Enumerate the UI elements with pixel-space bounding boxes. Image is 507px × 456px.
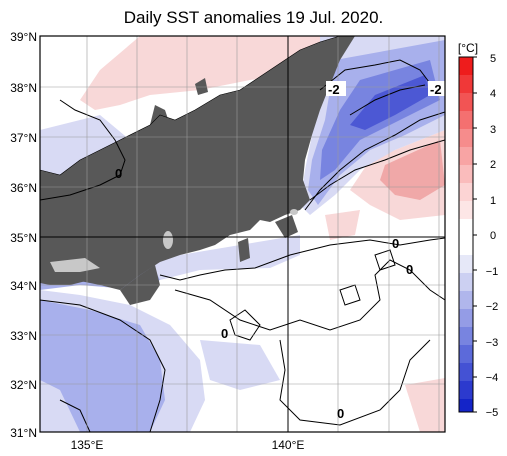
colorbar-tick-minus4: −4	[486, 372, 499, 384]
colorbar-tick-4: 4	[490, 88, 496, 100]
lat-label-35: 35°N	[10, 231, 37, 245]
lat-label-32: 32°N	[10, 378, 37, 392]
contour-label-zero-b: 0	[392, 236, 399, 251]
contour-label-zero-c: 0	[406, 262, 413, 277]
graticule	[40, 36, 445, 432]
colorbar: [°C]	[458, 41, 498, 419]
contour-label-minus2-a: -2	[328, 82, 340, 97]
lake-biwa	[163, 231, 173, 249]
noto-peninsula-land	[150, 105, 170, 130]
contour-value-labels: -2 -2 0 0 0 0 0	[115, 81, 445, 421]
lake-kasumigaura	[290, 209, 298, 215]
colorbar-tick-0: 0	[490, 230, 496, 242]
longitude-labels: 135°E 140°E	[71, 438, 305, 452]
warm-patch-north	[80, 36, 330, 110]
lat-label-34: 34°N	[10, 279, 37, 293]
contour-lines	[40, 59, 445, 432]
contour-label-zero-e: 0	[337, 406, 344, 421]
seto-inland-sea	[50, 258, 100, 272]
colorbar-tick-labels: 5 4 3 2 1 0 −1 −2 −3 −4 −5	[486, 53, 499, 419]
lat-label-33: 33°N	[10, 329, 37, 343]
cool-patch-tohoku-deep	[350, 75, 430, 130]
lat-label-36: 36°N	[10, 181, 37, 195]
cool-patch-southwest	[40, 300, 165, 432]
lat-label-38: 38°N	[10, 81, 37, 95]
colorbar-tick-2: 2	[490, 159, 496, 171]
cool-patch-offshore	[200, 340, 280, 390]
map-frame	[39, 35, 446, 433]
lon-label-135: 135°E	[71, 438, 104, 452]
colorbar-tick-1: 1	[490, 195, 496, 207]
latitude-labels: 39°N 38°N 37°N 36°N 35°N 34°N 33°N 32°N …	[10, 30, 37, 440]
map-title: Daily SST anomalies 19 Jul. 2020.	[123, 8, 384, 27]
map-area: -2 -2 0 0 0 0 0	[40, 36, 445, 432]
colorbar-tick-minus2: −2	[486, 301, 499, 313]
lat-label-31: 31°N	[10, 426, 37, 440]
honshu-land	[40, 36, 355, 290]
lat-label-37: 37°N	[10, 131, 37, 145]
colorbar-unit: [°C]	[458, 41, 478, 55]
lat-label-39: 39°N	[10, 30, 37, 44]
boso-peninsula-land	[275, 215, 298, 238]
lon-label-140: 140°E	[272, 438, 305, 452]
colorbar-tick-minus3: −3	[486, 337, 499, 349]
cool-patch-tokai	[150, 235, 300, 280]
contour-label-zero-d: 0	[221, 326, 228, 341]
colorbar-tick-minus5: −5	[486, 407, 499, 419]
izu-peninsula-land	[238, 238, 250, 262]
warm-patch-south	[405, 378, 445, 432]
contour-label-minus2-b: -2	[430, 82, 442, 97]
contour-label-zero-a: 0	[115, 166, 122, 181]
colorbar-tick-minus1: −1	[486, 266, 499, 278]
colorbar-tick-5: 5	[490, 53, 496, 65]
colorbar-tick-3: 3	[490, 124, 496, 136]
warm-patch-kuroshio-core	[380, 140, 445, 200]
major-graticule	[40, 36, 445, 432]
sado-island-land	[195, 78, 208, 95]
warm-patch-east	[325, 210, 360, 240]
